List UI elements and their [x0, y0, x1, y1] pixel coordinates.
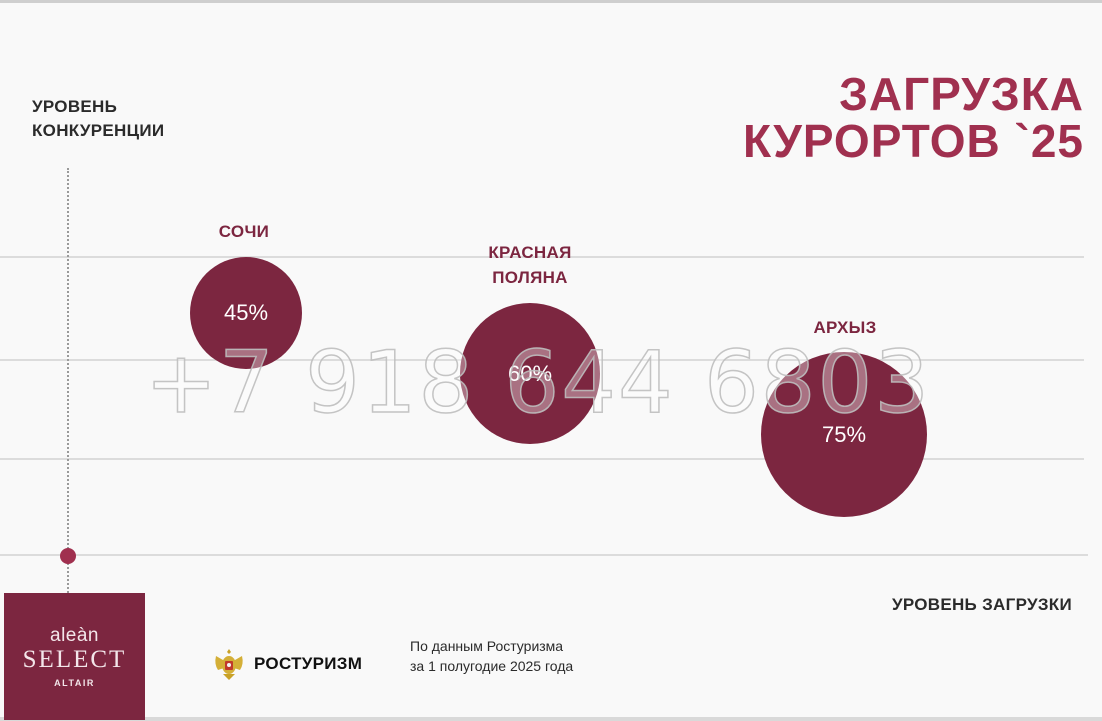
bubble-label-krasnaya-polyana: КРАСНАЯ ПОЛЯНА — [460, 240, 600, 290]
gridline — [0, 256, 1084, 258]
title-line1: ЗАГРУЗКА — [839, 68, 1084, 120]
alean-select-logo: aleàn SELECT ALTAIR — [4, 593, 145, 720]
bubble-value: 60% — [507, 360, 553, 386]
bubble-label-text: АРХЫЗ — [813, 318, 877, 337]
bubble-sochi: 45% — [190, 257, 302, 369]
page-title: ЗАГРУЗКА КУРОРТОВ `25 — [743, 71, 1084, 165]
bubble-label-text: КРАСНАЯ — [488, 243, 572, 262]
bubble-label-sochi: СОЧИ — [194, 219, 294, 244]
title-line2: КУРОРТОВ `25 — [743, 115, 1084, 167]
bubble-label-text: ПОЛЯНА — [492, 268, 568, 287]
bubble-label-text: СОЧИ — [218, 222, 270, 241]
bubble-krasnaya-polyana: 60% — [460, 303, 600, 444]
brand-select: SELECT — [22, 645, 127, 673]
x-axis-label: УРОВЕНЬ ЗАГРУЗКИ — [891, 595, 1072, 614]
bubble-value: 75% — [821, 421, 867, 447]
source-line2: за 1 полугодие 2025 года — [410, 658, 574, 674]
axis-origin-dot — [60, 548, 76, 564]
bubble-value: 45% — [223, 300, 269, 325]
brand-alean: aleàn — [50, 624, 99, 646]
source-line1: По данным Ростуризма — [410, 638, 564, 654]
bubble-arkhyz: 75% — [761, 352, 927, 517]
source-note: По данным Ростуризма за 1 полугодие 2025… — [410, 636, 573, 676]
y-axis-label-line1: УРОВЕНЬ — [32, 97, 118, 116]
coat-of-arms-icon — [215, 649, 243, 680]
brand-altair: ALTAIR — [54, 677, 95, 688]
y-axis-label-line2: КОНКУРЕНЦИИ — [32, 121, 165, 140]
bubble-label-arkhyz: АРХЫЗ — [790, 315, 900, 340]
y-axis-label: УРОВЕНЬ КОНКУРЕНЦИИ — [32, 95, 164, 143]
gridline — [0, 458, 1084, 460]
rosturizm-logo: РОСТУРИЗМ — [212, 646, 362, 682]
x-axis-line — [0, 554, 1088, 556]
rosturizm-name: РОСТУРИЗМ — [254, 654, 363, 673]
y-axis-dotted-line — [67, 168, 69, 593]
